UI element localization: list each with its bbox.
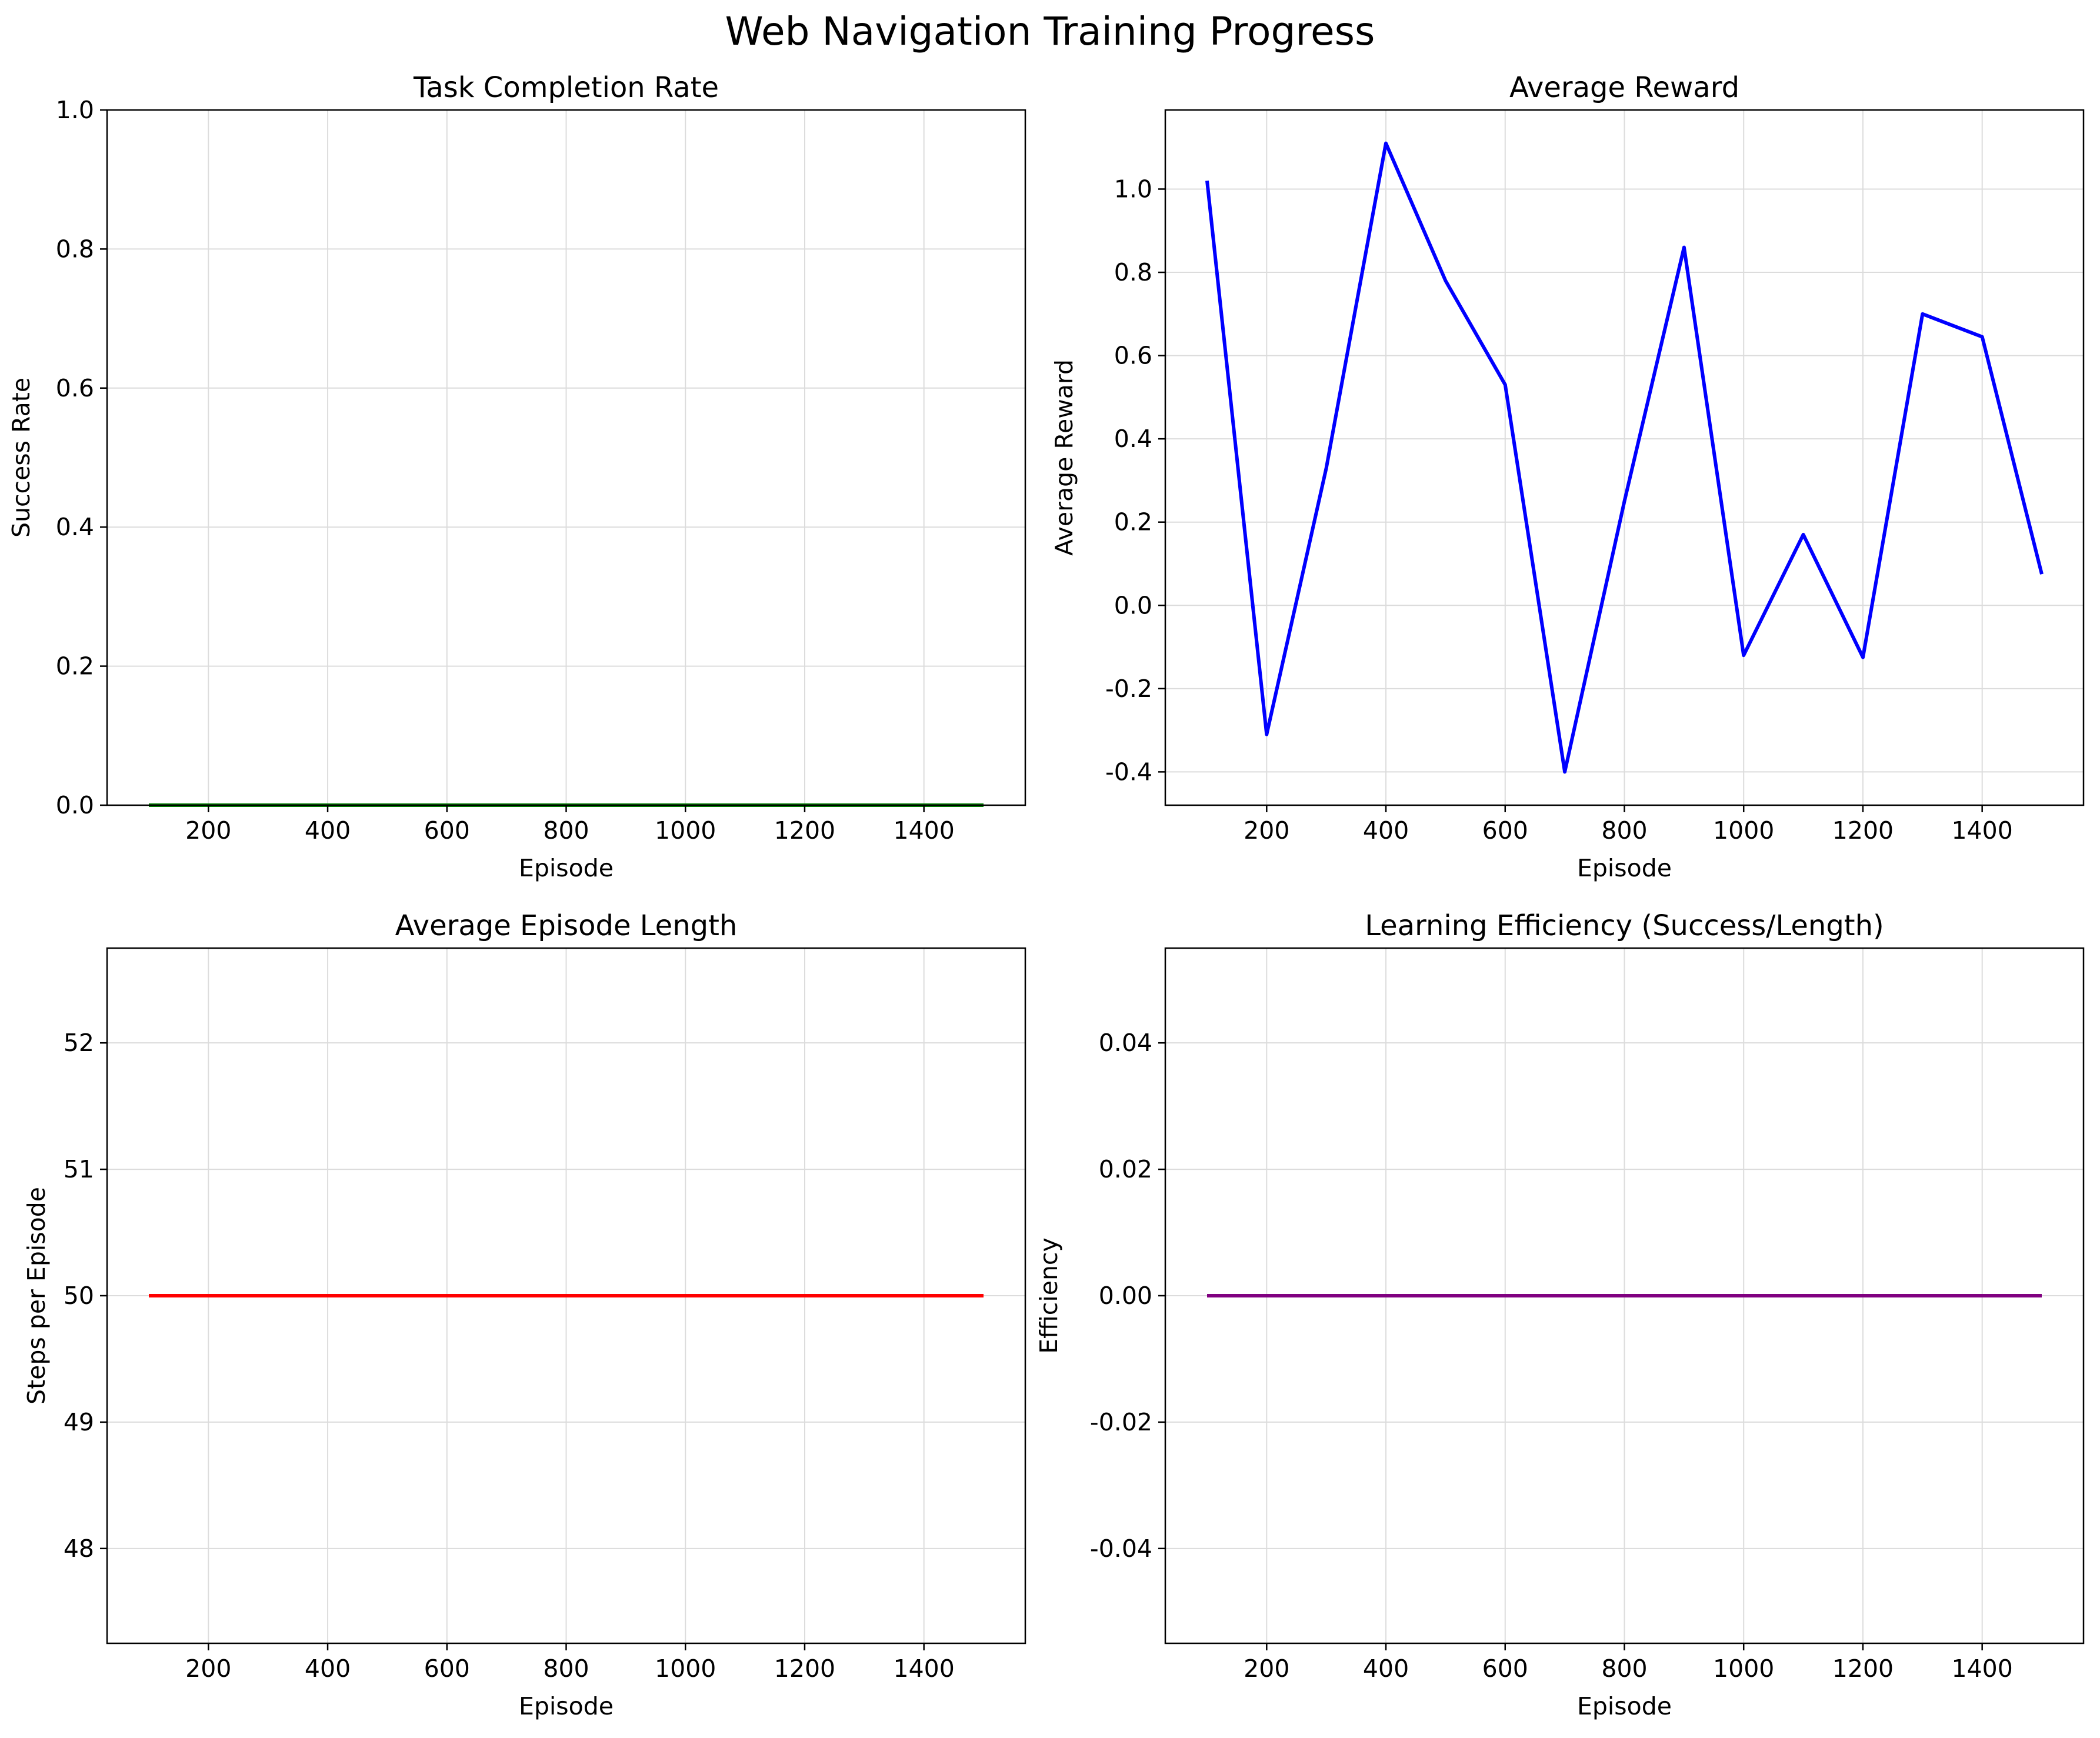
- subplot-title: Task Completion Rate: [413, 71, 719, 104]
- x-tick-label: 1400: [894, 1654, 955, 1683]
- x-tick-label: 1400: [1952, 1654, 2013, 1683]
- x-tick-label: 400: [1363, 816, 1409, 845]
- y-tick-label: -0.4: [1105, 758, 1152, 786]
- x-tick-label: 400: [1363, 1654, 1409, 1683]
- y-tick-label: 0.4: [56, 513, 94, 541]
- x-tick-label: 800: [543, 816, 589, 845]
- x-tick-label: 800: [1601, 816, 1647, 845]
- y-tick-label: 0.2: [1114, 508, 1152, 536]
- y-tick-label: 0.2: [56, 652, 94, 680]
- y-axis-label: Average Reward: [1050, 359, 1078, 556]
- y-tick-label: 0.4: [1114, 425, 1152, 453]
- subplot-4: 200 400 600 800 1000 1200 1400 -0.04 -0.02 0.00 0.…: [1035, 909, 2085, 1720]
- y-axis-label: Success Rate: [7, 378, 35, 538]
- x-tick-label: 1000: [655, 1654, 716, 1683]
- x-tick-label: 800: [543, 1654, 589, 1683]
- x-tick-label: 400: [305, 816, 351, 845]
- x-tick-label: 600: [1482, 816, 1528, 845]
- x-axis-label: Episode: [519, 854, 614, 882]
- y-tick-label: 0.6: [56, 374, 94, 402]
- subplot-3: 200 400 600 800 1000 1200 1400 48 49 50 51 52 Averag…: [22, 909, 1026, 1720]
- x-tick-label: 600: [424, 816, 470, 845]
- x-axis-label: Episode: [1577, 1692, 1672, 1720]
- x-tick-label: 200: [185, 816, 231, 845]
- x-axis-label: Episode: [1577, 854, 1672, 882]
- x-tick-label: 600: [424, 1654, 470, 1683]
- series-line: [1205, 141, 2044, 774]
- y-tick-label: 0.8: [1114, 258, 1152, 286]
- y-tick-label: 0.04: [1099, 1029, 1152, 1057]
- y-tick-label: -0.04: [1090, 1534, 1152, 1563]
- x-tick-label: 1400: [1952, 816, 2013, 845]
- y-tick-label: 0.00: [1099, 1282, 1152, 1310]
- y-tick-label: 0.8: [56, 235, 94, 263]
- y-tick-label: 0.0: [56, 791, 94, 819]
- y-tick-label: 1.0: [1114, 175, 1152, 203]
- subplot-title: Learning Efficiency (Success/Length): [1365, 909, 1884, 942]
- x-tick-label: 1200: [774, 816, 835, 845]
- subplot-1: 200 400 600 800 1000 1200 1400 0.0 0.2 0.4 0.6 0.8 1…: [7, 71, 1026, 882]
- y-tick-label: -0.2: [1105, 675, 1152, 703]
- subplot-grid: 200 400 600 800 1000 1200 1400 0.0 0.2 0.4 0.6 0.8 1…: [7, 71, 2085, 1720]
- y-tick-label: 0.02: [1099, 1155, 1152, 1183]
- x-tick-label: 800: [1601, 1654, 1647, 1683]
- y-axis-label: Efficiency: [1035, 1237, 1063, 1354]
- subplot-title: Average Reward: [1509, 71, 1739, 104]
- x-tick-label: 400: [305, 1654, 351, 1683]
- x-tick-label: 1200: [1832, 816, 1894, 845]
- y-tick-label: 49: [64, 1408, 94, 1436]
- subplot-2: 200 400 600 800 1000 1200 1400 -0.4 -0.2 0.0 0.2 0.…: [1050, 71, 2085, 882]
- x-tick-label: 1200: [774, 1654, 835, 1683]
- x-tick-label: 200: [185, 1654, 231, 1683]
- figure-title: Web Navigation Training Progress: [725, 9, 1375, 54]
- x-tick-label: 1400: [894, 816, 955, 845]
- y-axis-label: Steps per Episode: [22, 1187, 51, 1405]
- x-tick-label: 200: [1244, 1654, 1289, 1683]
- x-tick-label: 200: [1244, 816, 1289, 845]
- x-tick-label: 1000: [1713, 816, 1774, 845]
- x-tick-label: 1200: [1832, 1654, 1894, 1683]
- subplot-title: Average Episode Length: [395, 909, 738, 942]
- y-tick-label: 48: [64, 1534, 94, 1563]
- y-tick-label: 1.0: [56, 96, 94, 124]
- y-tick-label: -0.02: [1090, 1408, 1152, 1436]
- y-tick-label: 51: [64, 1155, 94, 1183]
- y-tick-label: 52: [64, 1029, 94, 1057]
- y-tick-label: 0.6: [1114, 342, 1152, 370]
- x-tick-label: 1000: [1713, 1654, 1774, 1683]
- x-tick-label: 1000: [655, 816, 716, 845]
- x-axis-label: Episode: [519, 1692, 614, 1720]
- x-tick-label: 600: [1482, 1654, 1528, 1683]
- y-tick-label: 50: [64, 1282, 94, 1310]
- y-tick-label: 0.0: [1114, 591, 1152, 619]
